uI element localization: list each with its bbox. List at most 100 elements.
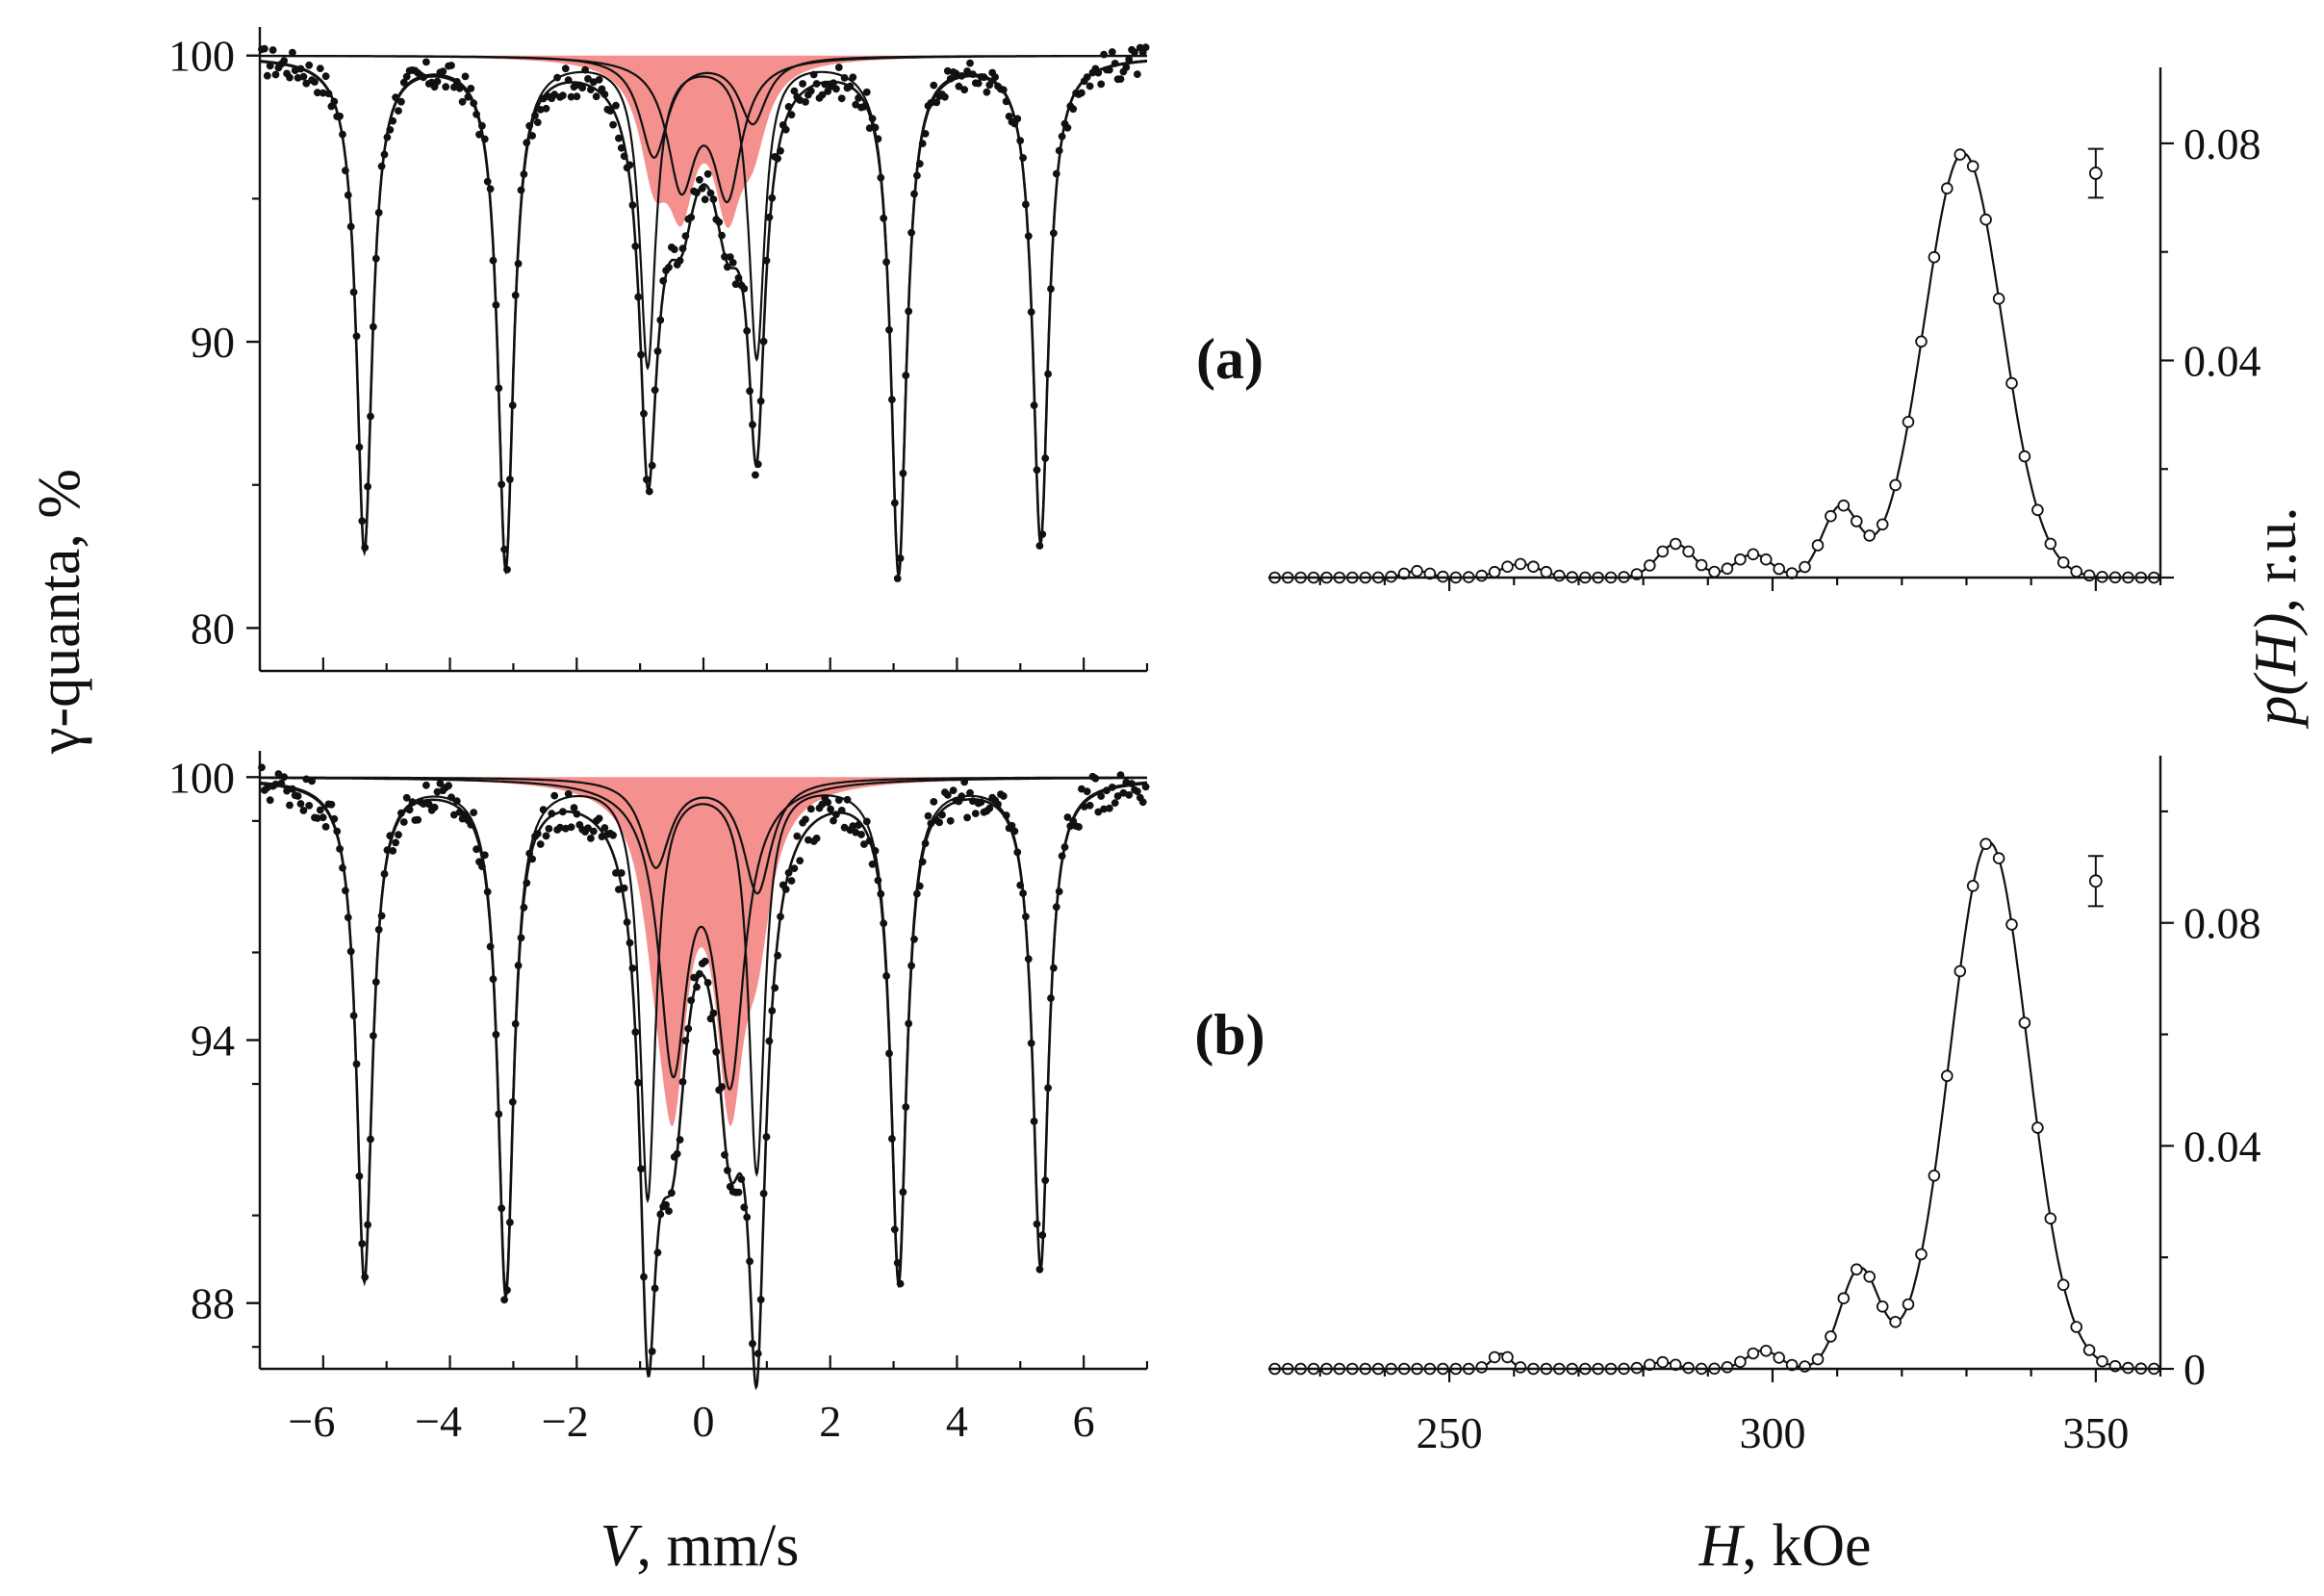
distribution-point <box>1475 1361 1488 1374</box>
distribution-point <box>1966 160 1979 173</box>
data-point <box>955 82 963 90</box>
left-x-axis-title: V, mm/s <box>600 1513 800 1579</box>
data-point <box>305 802 314 810</box>
x-tick-label: 300 <box>1739 1408 1805 1457</box>
data-point <box>812 835 821 842</box>
y-tick-label: 88 <box>191 1279 235 1328</box>
data-point <box>985 804 994 812</box>
data-point <box>862 817 871 826</box>
data-point <box>314 89 321 97</box>
data-point <box>1111 799 1119 807</box>
x-tick-label: −4 <box>415 1397 462 1446</box>
data-point <box>840 823 849 832</box>
total-fit-curve <box>260 60 1148 580</box>
x-tick-label: −2 <box>542 1397 589 1446</box>
doublet-a-curve <box>260 776 1147 895</box>
data-point <box>824 798 832 807</box>
x-tick-label: −6 <box>288 1397 335 1446</box>
data-point <box>500 1296 508 1304</box>
data-point <box>321 72 330 81</box>
y-tick-label: 80 <box>191 604 235 653</box>
distribution-b-panel: 250 300 350 0 0.04 0.08 <box>1268 756 2261 1457</box>
distribution-point <box>1514 557 1527 571</box>
data-point <box>1113 792 1122 800</box>
data-point <box>567 92 575 101</box>
data-point <box>1063 123 1072 132</box>
distribution-markers <box>1268 148 2160 584</box>
data-point <box>983 88 991 96</box>
data-point <box>570 804 578 811</box>
data-point <box>830 816 837 825</box>
distribution-point <box>2070 1321 2083 1333</box>
data-point <box>1141 43 1150 52</box>
x-tick-label: 4 <box>946 1397 968 1446</box>
data-point <box>1100 50 1108 59</box>
distribution-point <box>2018 1017 2031 1029</box>
data-point <box>584 75 592 83</box>
distribution-point <box>1397 567 1411 580</box>
distribution-point <box>1669 1358 1682 1372</box>
data-point <box>545 825 553 833</box>
distribution-point <box>2082 1344 2096 1356</box>
distribution-point <box>2070 565 2083 578</box>
data-point <box>963 67 971 75</box>
data-point <box>397 97 405 106</box>
data-point <box>832 85 840 93</box>
error-bar-marker <box>2088 874 2103 888</box>
distribution-point <box>1708 565 1721 579</box>
data-point <box>595 814 603 823</box>
data-point <box>985 81 994 90</box>
data-point <box>966 59 974 67</box>
distribution-point <box>2005 918 2018 931</box>
distribution-point <box>1501 560 1514 573</box>
data-point <box>467 85 475 92</box>
data-point <box>584 824 592 833</box>
data-point <box>294 74 302 82</box>
data-point <box>790 87 799 95</box>
data-point <box>609 120 617 129</box>
data-point <box>609 831 617 839</box>
right-y-axis-title: p(H), r.u. <box>2243 506 2309 729</box>
distribution-point <box>1941 182 1954 195</box>
distribution-point <box>1915 1248 1928 1261</box>
data-point <box>286 73 294 82</box>
data-point <box>731 280 740 289</box>
distribution-point <box>1825 509 1837 523</box>
doublet-b-curve <box>260 55 1147 204</box>
distribution-point <box>1488 1351 1501 1364</box>
distribution-point <box>1928 1170 1941 1182</box>
distribution-point <box>1747 548 1760 561</box>
distribution-point <box>1799 560 1811 574</box>
data-point <box>865 124 874 133</box>
distribution-point <box>1799 1360 1811 1373</box>
distribution-point <box>1773 1351 1785 1364</box>
data-point <box>802 98 809 106</box>
distribution-point <box>1825 1330 1837 1343</box>
distribution-point <box>1915 335 1928 348</box>
distribution-a-panel: 0.04 0.08 <box>1268 67 2261 591</box>
distribution-point <box>1644 559 1656 572</box>
distribution-point <box>1902 415 1915 428</box>
x-tick-label: 350 <box>2062 1408 2129 1457</box>
distribution-point <box>2031 1121 2044 1134</box>
distribution-point <box>1941 1069 1954 1082</box>
data-point <box>665 1207 673 1215</box>
data-point <box>447 793 455 802</box>
data-point <box>670 245 678 253</box>
distribution-markers <box>1268 837 2160 1376</box>
distribution-point <box>1423 567 1437 580</box>
distribution-point <box>1721 1361 1734 1374</box>
distribution-point <box>1979 213 1992 226</box>
data-point <box>728 259 737 267</box>
distribution-point <box>1889 478 1902 492</box>
distribution-point <box>1488 565 1501 579</box>
data-point <box>308 777 316 785</box>
quadrupole-shaded-area <box>260 777 1147 1126</box>
distribution-point <box>1656 545 1670 558</box>
panel-label-a: (a) <box>1196 327 1264 391</box>
data-point <box>701 195 709 204</box>
data-point <box>556 823 564 832</box>
data-point <box>542 104 550 113</box>
distribution-point <box>1837 499 1851 512</box>
data-point <box>450 811 458 819</box>
